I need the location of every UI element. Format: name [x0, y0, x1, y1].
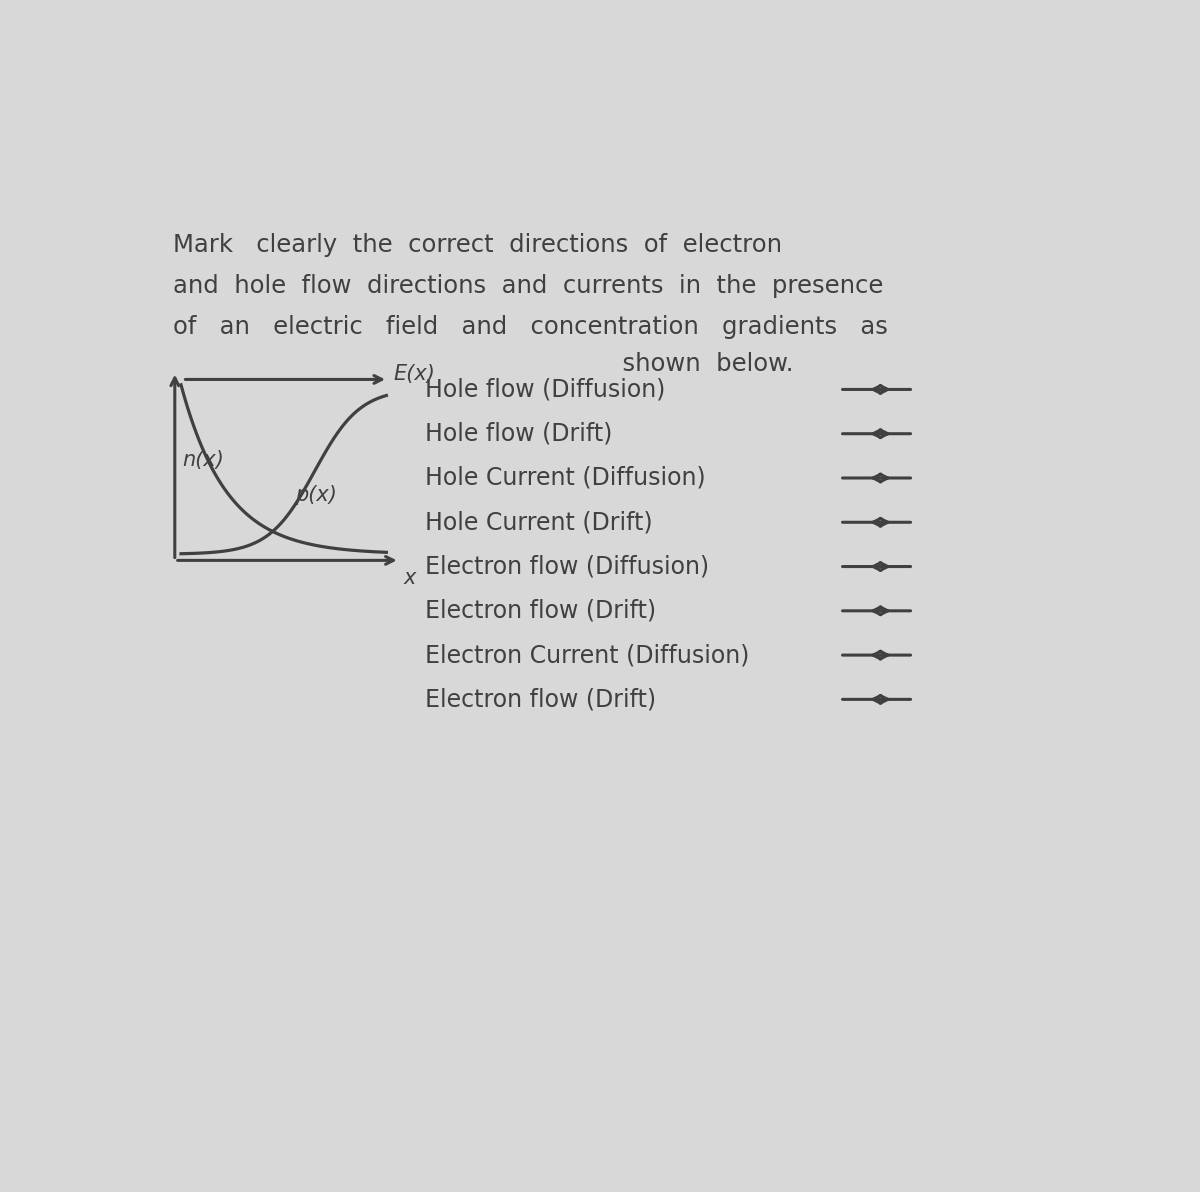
- Text: x: x: [403, 569, 415, 588]
- Text: Hole Current (Diffusion): Hole Current (Diffusion): [425, 466, 706, 490]
- Text: Electron Current (Diffusion): Electron Current (Diffusion): [425, 644, 750, 668]
- Text: and  hole  flow  directions  and  currents  in  the  presence: and hole flow directions and currents in…: [173, 274, 883, 298]
- Text: E(x): E(x): [394, 364, 436, 384]
- Text: Hole Current (Drift): Hole Current (Drift): [425, 510, 653, 534]
- Text: Electron flow (Drift): Electron flow (Drift): [425, 598, 656, 622]
- Text: Hole flow (Drift): Hole flow (Drift): [425, 422, 612, 446]
- Text: of   an   electric   field   and   concentration   gradients   as: of an electric field and concentration g…: [173, 315, 888, 339]
- Text: shown  below.: shown below.: [173, 353, 793, 377]
- Text: n(x): n(x): [182, 451, 224, 471]
- Text: p(x): p(x): [295, 485, 337, 505]
- Text: Mark   clearly  the  correct  directions  of  electron: Mark clearly the correct directions of e…: [173, 234, 782, 257]
- Text: Electron flow (Diffusion): Electron flow (Diffusion): [425, 554, 709, 578]
- Text: Hole flow (Diffusion): Hole flow (Diffusion): [425, 378, 666, 402]
- Text: Electron flow (Drift): Electron flow (Drift): [425, 688, 656, 712]
